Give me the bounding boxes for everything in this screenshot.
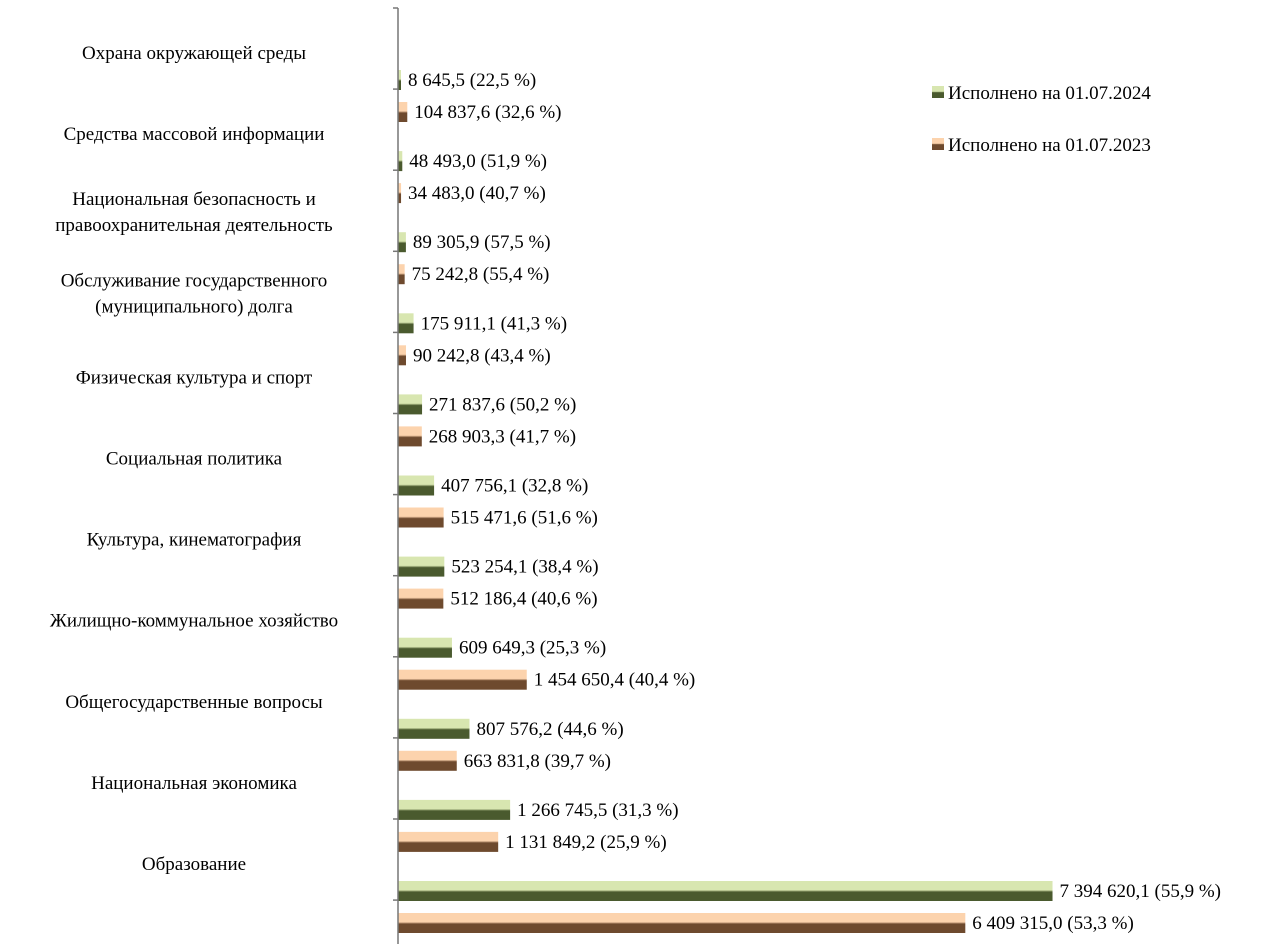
- bar-2023: [398, 345, 406, 366]
- legend-swatch: [932, 138, 944, 150]
- category-label: Обслуживание государственного (муниципаль…: [61, 270, 328, 317]
- bar-2023: [398, 750, 457, 771]
- data-label: 1 131 849,2 (25,9 %): [505, 832, 666, 853]
- data-label: 1 454 650,4 (40,4 %): [534, 670, 695, 691]
- data-label: 609 649,3 (25,3 %): [459, 638, 606, 659]
- bar-2023: [398, 264, 405, 285]
- legend-label: Исполнено на 01.07.2023: [948, 135, 1151, 156]
- bar-2023: [398, 588, 444, 609]
- category-label: Общегосударственные вопросы: [65, 692, 323, 713]
- category-label: Жилищно-коммунальное хозяйство: [50, 611, 338, 632]
- bar-2023: [398, 102, 408, 122]
- data-label: 34 483,0 (40,7 %): [408, 183, 546, 204]
- data-label: 515 471,6 (51,6 %): [451, 508, 598, 529]
- bar-2023: [398, 507, 444, 528]
- data-label: 8 645,5 (22,5 %): [408, 70, 536, 91]
- legend: Исполнено на 01.07.2024 Исполнено на 01.0…: [932, 83, 1151, 156]
- category-label: Социальная политика: [106, 449, 283, 470]
- bar-2023: [398, 831, 499, 852]
- data-label: 512 186,4 (40,6 %): [450, 589, 597, 610]
- bar-2024: [398, 475, 435, 496]
- bar-2023: [398, 426, 422, 447]
- bar-2024: [398, 313, 414, 334]
- bar-2024: [398, 394, 423, 415]
- data-label: 523 254,1 (38,4 %): [451, 557, 598, 578]
- data-label: 104 837,6 (32,6 %): [414, 102, 561, 123]
- bars: [398, 70, 1053, 933]
- category-label: Национальная экономика: [91, 773, 297, 794]
- legend-swatch: [932, 86, 944, 98]
- category-label: Физическая культура и спорт: [76, 367, 313, 388]
- category-label: Культура, кинематография: [87, 530, 302, 551]
- data-labels: 8 645,5 (22,5 %) 104 837,6 (32,6 %) 48 493…: [408, 70, 1221, 934]
- bar-2024: [398, 70, 401, 90]
- data-label: 175 911,1 (41,3 %): [421, 313, 568, 334]
- category-label: Охрана окружающей среды: [82, 43, 306, 64]
- bar-2024: [398, 637, 452, 658]
- bar-2023: [398, 669, 527, 690]
- bar-2024: [398, 556, 445, 577]
- category-label: Средства массовой информации: [64, 124, 325, 145]
- bar-2024: [398, 718, 470, 739]
- legend-label: Исполнено на 01.07.2024: [948, 83, 1151, 104]
- data-label: 48 493,0 (51,9 %): [409, 151, 547, 172]
- data-label: 268 903,3 (41,7 %): [429, 426, 576, 447]
- category-labels: Охрана окружающей среды Средства массовой…: [50, 43, 338, 875]
- category-label: Образование: [142, 854, 246, 875]
- data-label: 407 756,1 (32,8 %): [441, 476, 588, 497]
- data-label: 7 394 620,1 (55,9 %): [1060, 881, 1221, 902]
- bar-2023: [398, 183, 402, 204]
- bar-2023: [398, 913, 966, 933]
- data-label: 1 266 745,5 (31,3 %): [517, 800, 678, 821]
- bar-2024: [398, 881, 1053, 901]
- bar-2024: [398, 232, 406, 253]
- bar-2024: [398, 799, 511, 820]
- data-label: 6 409 315,0 (53,3 %): [972, 913, 1133, 934]
- category-label: Национальная безопасность и правоохраните…: [55, 189, 333, 236]
- data-label: 663 831,8 (39,7 %): [464, 751, 611, 772]
- data-label: 271 837,6 (50,2 %): [429, 394, 576, 415]
- data-label: 89 305,9 (57,5 %): [413, 232, 551, 253]
- data-label: 75 242,8 (55,4 %): [412, 264, 550, 285]
- y-axis: [393, 7, 399, 944]
- bar-2024: [398, 151, 403, 172]
- data-label: 807 576,2 (44,6 %): [476, 719, 623, 740]
- data-label: 90 242,8 (43,4 %): [413, 345, 551, 366]
